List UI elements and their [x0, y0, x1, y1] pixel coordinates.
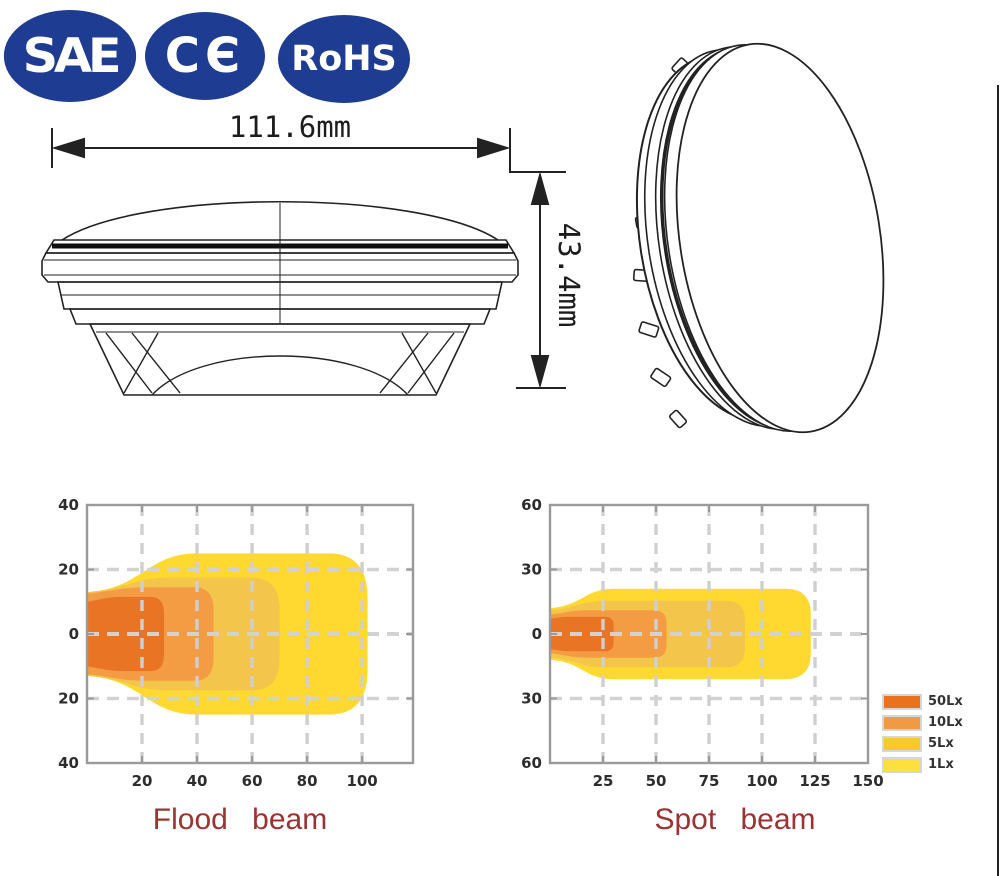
legend-swatch-1lx	[882, 756, 922, 773]
svg-text:60: 60	[521, 496, 542, 514]
svg-text:0: 0	[69, 625, 79, 643]
legend-label-50lx: 50Lx	[928, 694, 963, 709]
svg-text:40: 40	[58, 496, 79, 514]
ce-certification-badge: CЄ	[145, 12, 265, 100]
svg-text:75: 75	[699, 772, 720, 790]
legend-swatch-10lx	[882, 714, 922, 731]
svg-text:0: 0	[532, 625, 542, 643]
svg-text:30: 30	[521, 690, 542, 708]
legend-swatch-5lx	[882, 735, 922, 752]
flood-beam-title: Flood beam	[152, 803, 328, 836]
sae-certification-badge: SAE	[3, 10, 137, 102]
svg-text:60: 60	[242, 772, 263, 790]
legend-label-1lx: 1Lx	[928, 757, 954, 772]
legend-item-5lx: 5Lx	[882, 733, 963, 754]
rohs-badge-label: RoHS	[291, 39, 397, 79]
svg-text:80: 80	[297, 772, 318, 790]
legend-item-10lx: 10Lx	[882, 712, 963, 733]
flood-beam-chart: 20 40 60 80 100 40 20 0 20 40	[58, 496, 415, 790]
rohs-certification-badge: RoHS	[278, 15, 410, 103]
legend-label-10lx: 10Lx	[928, 715, 963, 730]
legend-item-1lx: 1Lx	[882, 754, 963, 775]
svg-text:20: 20	[58, 561, 79, 579]
right-edge-line	[997, 85, 999, 876]
width-dimension-label: 111.6mm	[228, 110, 352, 144]
legend-swatch-50lx	[882, 693, 922, 710]
ce-badge-label: CЄ	[164, 28, 246, 84]
legend-label-5lx: 5Lx	[928, 736, 954, 751]
svg-text:40: 40	[187, 772, 208, 790]
svg-text:100: 100	[746, 772, 777, 790]
height-dimension-label: 43.4mm	[552, 222, 586, 328]
spot-beam-chart: 25 50 75 100 125 150 60 30 0 30 60	[521, 496, 884, 790]
legend-item-50lx: 50Lx	[882, 691, 963, 712]
svg-text:125: 125	[799, 772, 830, 790]
side-view-drawing	[41, 200, 519, 396]
svg-text:60: 60	[521, 754, 542, 772]
svg-text:100: 100	[346, 772, 377, 790]
dimension-lines	[51, 128, 566, 389]
svg-text:20: 20	[132, 772, 153, 790]
svg-text:50: 50	[646, 772, 667, 790]
spot-beam-title: Spot beam	[654, 803, 816, 836]
svg-text:30: 30	[521, 561, 542, 579]
lux-legend: 50Lx 10Lx 5Lx 1Lx	[882, 691, 963, 775]
svg-text:40: 40	[58, 754, 79, 772]
svg-text:25: 25	[593, 772, 614, 790]
sae-badge-label: SAE	[22, 28, 122, 84]
perspective-view-drawing	[632, 42, 885, 434]
svg-text:150: 150	[852, 772, 883, 790]
svg-text:20: 20	[58, 690, 79, 708]
